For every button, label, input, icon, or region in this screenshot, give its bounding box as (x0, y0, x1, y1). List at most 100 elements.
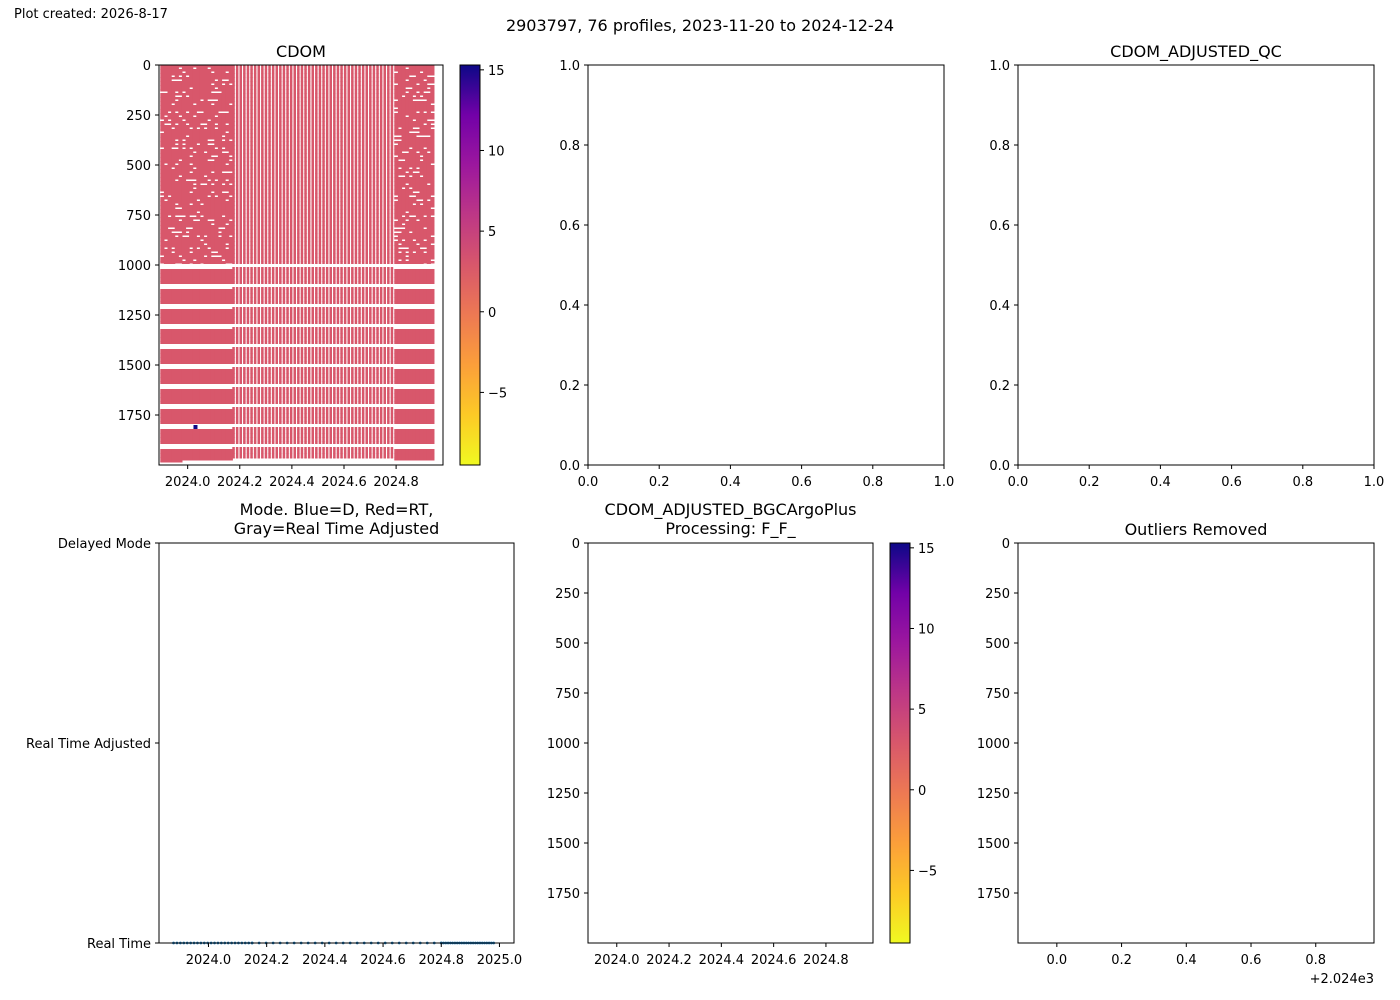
heatmap-cell (340, 397, 343, 402)
heatmap-cell (171, 361, 176, 366)
heatmap-cell (243, 453, 246, 458)
heatmap-cell (336, 329, 340, 334)
heatmap-cell (264, 65, 268, 70)
heatmap-cell (257, 129, 261, 134)
heatmap-cell (178, 281, 183, 286)
heatmap-cell (207, 409, 212, 414)
heatmap-cell (311, 293, 315, 298)
heatmap-cell (189, 129, 194, 134)
heatmap-cell (261, 201, 264, 206)
heatmap-cell (235, 233, 239, 238)
heatmap-cell (253, 281, 257, 286)
heatmap-cell (340, 197, 343, 202)
heatmap-cell (282, 109, 286, 114)
heatmap-cell (289, 205, 293, 210)
heatmap-cell (192, 381, 197, 386)
heatmap-cell (289, 433, 293, 438)
heatmap-cell (232, 129, 235, 134)
heatmap-cell (181, 153, 187, 158)
heatmap-cell (217, 81, 223, 86)
heatmap-cell (343, 441, 347, 446)
heatmap-cell (289, 65, 293, 70)
heatmap-cell (203, 309, 208, 314)
heatmap-cell (210, 165, 215, 170)
heatmap-cell (307, 381, 311, 386)
heatmap-cell (250, 341, 253, 346)
heatmap-cell (160, 65, 165, 70)
heatmap-cell (228, 193, 233, 196)
heatmap-cell (185, 269, 190, 274)
heatmap-cell (221, 221, 226, 226)
heatmap-cell (325, 329, 329, 334)
heatmap-cell (235, 273, 239, 278)
heatmap-cell (264, 69, 268, 74)
heatmap-cell (189, 353, 194, 358)
heatmap-cell (232, 409, 235, 414)
heatmap-cell (185, 421, 190, 426)
heatmap-cell (297, 441, 300, 446)
heatmap-cell (318, 393, 322, 398)
heatmap-cell (221, 277, 226, 282)
heatmap-cell (232, 89, 235, 94)
heatmap-cell (282, 105, 286, 110)
heatmap-cell (286, 153, 289, 158)
heatmap-cell (275, 329, 279, 334)
heatmap-cell (264, 333, 268, 338)
heatmap-cell (282, 349, 286, 354)
heatmap-cell (232, 421, 235, 426)
heatmap-cell (289, 325, 293, 330)
heatmap-cell (185, 293, 190, 298)
heatmap-cell (261, 249, 264, 254)
heatmap-cell (297, 217, 300, 222)
heatmap-cell (243, 121, 246, 126)
heatmap-cell (293, 141, 297, 146)
heatmap-cell (318, 273, 322, 278)
heatmap-cell (207, 317, 212, 322)
heatmap-cell (343, 137, 347, 142)
heatmap-cell (185, 273, 190, 278)
heatmap-cell (225, 193, 230, 198)
heatmap-cell (232, 197, 235, 202)
heatmap-cell (221, 297, 226, 302)
heatmap-cell (318, 321, 322, 326)
heatmap-cell (221, 153, 226, 158)
heatmap-cell (333, 345, 336, 350)
heatmap-cell (289, 185, 293, 190)
heatmap-cell (318, 65, 322, 70)
heatmap-cell (307, 249, 311, 254)
heatmap-cell (336, 133, 340, 138)
heatmap-cell (307, 349, 311, 354)
heatmap-cell (210, 313, 215, 318)
heatmap-cell (192, 437, 197, 442)
heatmap-cell (322, 69, 325, 74)
heatmap-cell (329, 189, 333, 194)
heatmap-cell (217, 233, 223, 236)
heatmap-cell (268, 109, 271, 114)
heatmap-cell (286, 253, 289, 258)
heatmap-cell (196, 329, 201, 334)
heatmap-cell (336, 445, 340, 450)
heatmap-cell (196, 209, 201, 212)
heatmap-cell (160, 289, 165, 294)
heatmap-cell (253, 81, 257, 86)
heatmap-cell (217, 149, 223, 154)
heatmap-cell (203, 165, 208, 170)
heatmap-cell (318, 285, 322, 290)
heatmap-cell (196, 309, 201, 314)
heatmap-cell (178, 401, 183, 406)
heatmap-cell (174, 433, 179, 438)
heatmap-cell (203, 313, 208, 318)
heatmap-cell (257, 121, 261, 126)
heatmap-cell (318, 317, 322, 322)
heatmap-cell (343, 93, 347, 98)
heatmap-cell (268, 277, 271, 282)
heatmap-cell (246, 245, 250, 250)
heatmap-cell (228, 129, 233, 134)
heatmap-cell (336, 281, 340, 286)
heatmap-cell (311, 137, 315, 142)
heatmap-cell (250, 177, 253, 182)
heatmap-cell (192, 433, 197, 438)
heatmap-cell (217, 153, 223, 158)
heatmap-cell (181, 393, 187, 398)
heatmap-cell (160, 125, 165, 130)
